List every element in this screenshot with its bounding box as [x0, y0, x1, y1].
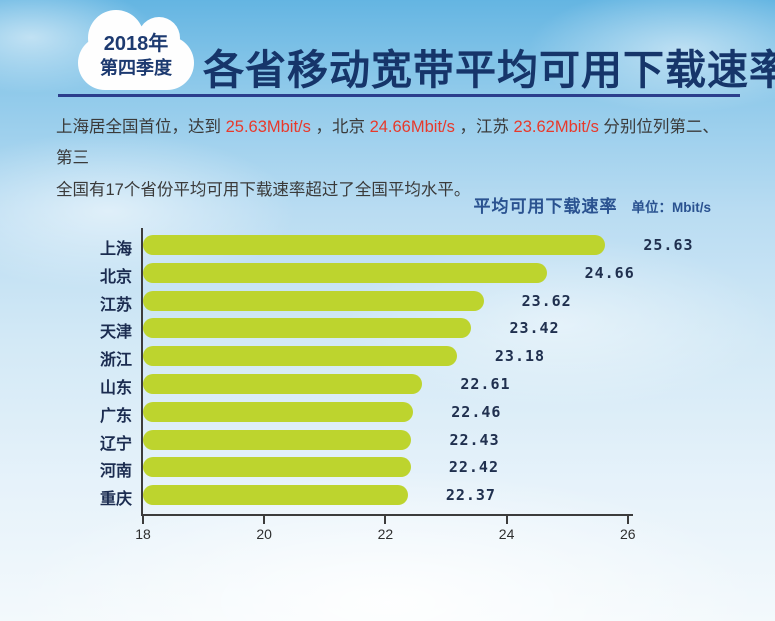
bar-label: 江苏 [99, 296, 132, 314]
bar [143, 485, 408, 506]
intro-line1: 上海居全国首位，达到 25.63Mbit/s ，北京 24.66Mbit/s ，… [56, 112, 731, 175]
intro-text: ，北京 [310, 118, 370, 136]
bar [143, 346, 457, 367]
bar-label: 河南 [99, 463, 132, 481]
bar-value: 22.42 [448, 458, 499, 477]
x-axis-tick [626, 516, 629, 524]
x-axis-tick-label: 20 [256, 526, 272, 542]
intro-text: 分别位列第二、第三 [56, 118, 719, 168]
badge-year: 2018年 [103, 33, 169, 55]
intro-text: 上海居全国首位，达到 [56, 118, 226, 136]
bar-value: 23.18 [494, 347, 546, 366]
intro-text: ，江苏 [454, 118, 514, 136]
x-axis-tick-label: 18 [135, 526, 151, 542]
bar [143, 457, 411, 478]
x-axis-tick [384, 516, 387, 524]
bar-label: 北京 [99, 268, 132, 286]
cloud-badge: 2018年 第四季度 [78, 32, 194, 80]
bar-label: 浙江 [99, 352, 132, 370]
bar [143, 235, 606, 255]
x-axis-tick-label: 22 [377, 526, 394, 542]
bar-value: 22.46 [451, 402, 502, 421]
bar-value: 24.66 [584, 263, 635, 282]
bar-value: 23.42 [509, 319, 560, 338]
x-axis-tick [142, 516, 144, 524]
x-axis-tick [263, 516, 266, 524]
title-divider [58, 94, 740, 97]
x-axis-tick [505, 516, 508, 524]
bar [143, 290, 484, 311]
bar [143, 401, 414, 422]
chart-title: 平均可用下载速率 [473, 197, 618, 216]
bar [143, 262, 547, 283]
bar [143, 374, 423, 394]
bar-value: 25.63 [643, 236, 694, 254]
bar [143, 318, 472, 339]
bar-label: 上海 [99, 241, 132, 258]
intro-line2: 全国有17个省份平均可用下载速率超过了全国平均水平。 [56, 180, 471, 199]
badge-quarter: 第四季度 [100, 58, 172, 78]
cloud-badge-shape [78, 10, 194, 90]
y-axis-line [141, 228, 143, 516]
x-axis-tick-label: 26 [620, 526, 636, 542]
chart-header: 平均可用下载速率 单位：Mbit/s [474, 192, 712, 217]
x-axis-tick-label: 24 [498, 526, 515, 542]
x-axis-line [141, 514, 633, 516]
bar [143, 429, 412, 450]
bar-label: 天津 [99, 324, 132, 342]
bar-value: 22.37 [445, 486, 496, 505]
highlight-value: 25.63Mbit/s [225, 118, 311, 136]
highlight-value: 24.66Mbit/s [369, 118, 455, 136]
bar-value: 23.62 [521, 291, 572, 310]
bar-label: 山东 [99, 380, 132, 397]
bar-label: 广东 [99, 407, 132, 425]
highlight-value: 23.62Mbit/s [513, 118, 599, 136]
bar-label: 重庆 [99, 491, 132, 509]
bar-value: 22.61 [460, 375, 511, 393]
chart-unit-label: 单位：Mbit/s [631, 200, 712, 215]
bar-label: 辽宁 [99, 435, 132, 453]
bar-value: 22.43 [449, 430, 500, 449]
intro-paragraph: 上海居全国首位，达到 25.63Mbit/s ，北京 24.66Mbit/s ，… [56, 112, 731, 206]
page-title: 各省移动宽带平均可用下载速率 [203, 47, 775, 93]
